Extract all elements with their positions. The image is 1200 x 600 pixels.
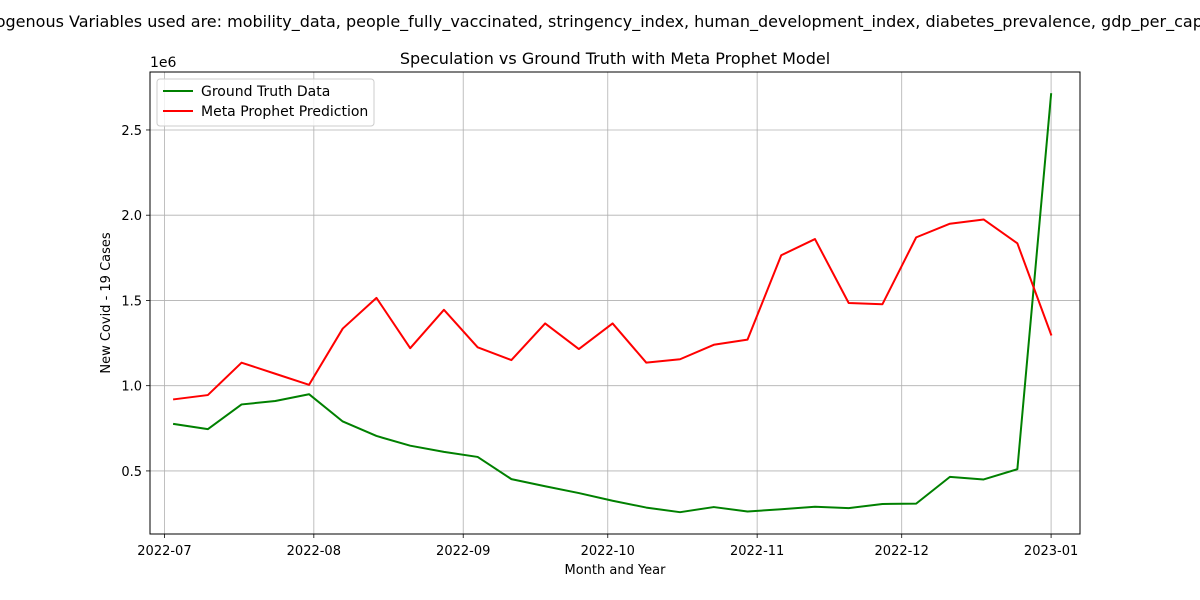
legend-label-prophet: Meta Prophet Prediction [201,104,368,120]
legend-label-ground-truth: Ground Truth Data [201,84,330,100]
y-tick-label: 0.5 [121,465,142,480]
figure-suptitle: Exogenous Variables used are: mobility_d… [0,12,1200,32]
x-tick-label: 2022-09 [436,544,490,559]
plot-frame [149,71,1081,535]
plot-series-lines [172,93,1053,514]
y-tick-label: 2.0 [121,209,142,224]
grid-lines [150,72,1080,534]
x-tick-label: 2023-01 [1024,544,1078,559]
x-tick-label: 2022-10 [581,544,635,559]
y-axis-ticks: 0.5 1.0 1.5 2.0 2.5 [121,124,150,480]
y-tick-label: 1.0 [121,380,142,395]
legend-box [156,78,375,127]
x-tick-label: 2022-08 [287,544,341,559]
y-offset-label: 1e6 [150,55,177,71]
x-tick-label: 2022-12 [875,544,929,559]
meta-prophet-prediction-line [172,218,1053,401]
y-tick-label: 1.5 [121,294,142,309]
chart-title: Speculation vs Ground Truth with Meta Pr… [400,49,830,68]
x-axis-label: Month and Year [565,563,667,578]
ground-truth-line [172,93,1053,514]
x-tick-label: 2022-07 [137,544,191,559]
y-axis-label: New Covid - 19 Cases [99,232,114,374]
legend: Ground Truth Data Meta Prophet Predictio… [156,78,375,127]
y-tick-label: 2.5 [121,124,142,139]
x-tick-label: 2022-11 [730,544,784,559]
x-axis-ticks: 2022-07 2022-08 2022-09 2022-10 2022-11 2022-… [137,534,1078,559]
